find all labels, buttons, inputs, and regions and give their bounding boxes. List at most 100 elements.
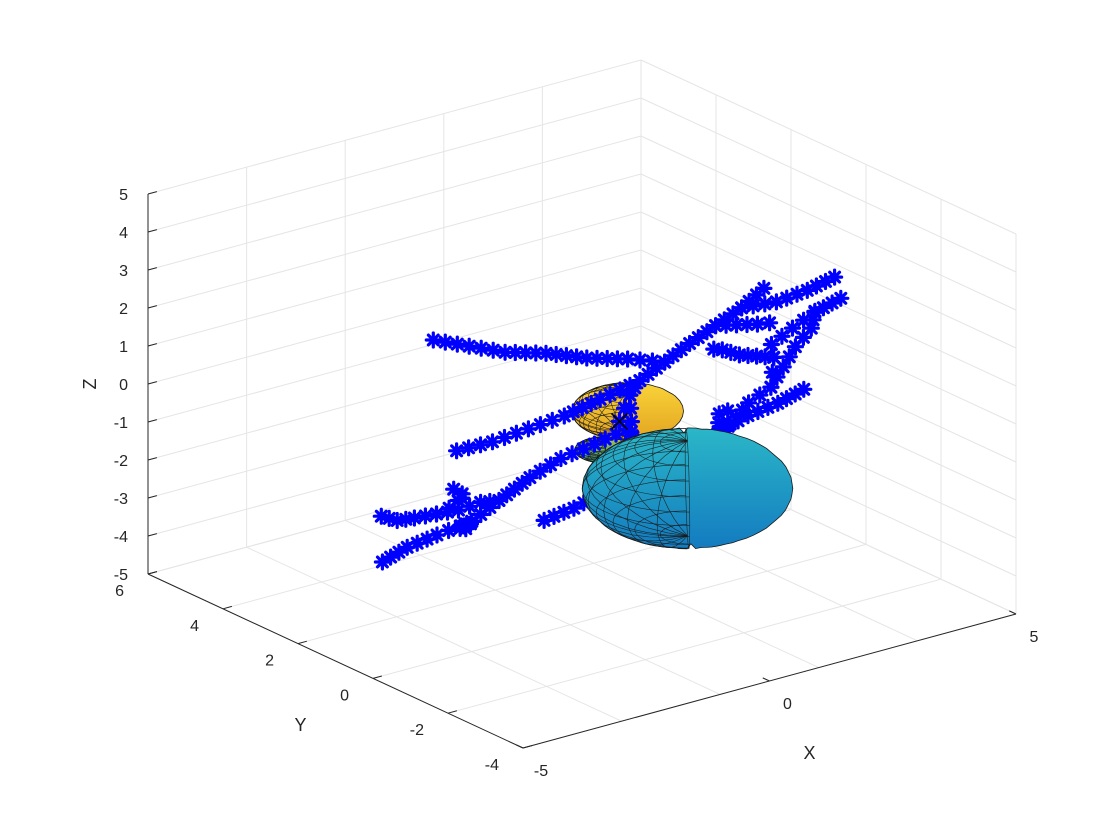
data-point: [483, 433, 502, 451]
data-point: [541, 456, 560, 474]
y-tick-label: -2: [410, 722, 424, 739]
y-tick-mark: [297, 640, 308, 645]
z-tick-mark: [147, 267, 158, 271]
data-point: [484, 341, 502, 359]
grid-line-back-z: [147, 287, 642, 423]
z-tick-label: -1: [114, 415, 128, 432]
x-axis-label: X: [803, 743, 815, 763]
data-point: [689, 329, 707, 347]
data-point: [825, 268, 844, 286]
y-tick-label: 4: [190, 618, 199, 635]
data-point: [472, 339, 490, 357]
ellipsoid-parallel: [634, 510, 689, 549]
data-point: [762, 378, 780, 396]
data-point: [631, 351, 649, 369]
data-point: [495, 428, 514, 447]
y-axis-line: [147, 573, 524, 749]
z-tick-label: 1: [119, 339, 128, 356]
z-tick-mark: [147, 571, 158, 575]
scatter-branch: [706, 314, 779, 335]
x-tick-label: 5: [1030, 629, 1039, 646]
ellipsoid-parallel: [585, 439, 690, 513]
grid-line-side-z: [640, 135, 1017, 311]
z-axis-label: Z: [80, 379, 100, 390]
data-point: [564, 403, 582, 421]
data-point: [567, 348, 586, 366]
grid-line-side-z: [640, 249, 1017, 425]
z-tick-label: -3: [114, 491, 128, 508]
y-axis-label: Y: [294, 715, 306, 735]
ellipsoid-parallel: [585, 464, 690, 537]
data-point: [519, 420, 538, 438]
data-point: [373, 553, 391, 571]
data-point: [372, 507, 390, 525]
data-point: [794, 311, 813, 329]
data-point: [445, 480, 463, 498]
x-tick-mark: [1009, 610, 1017, 615]
z-tick-label: 2: [119, 301, 128, 318]
data-point: [832, 289, 850, 307]
y-tick-label: 2: [265, 653, 274, 670]
z-tick-label: 3: [119, 263, 128, 280]
scatter-branch: [451, 512, 481, 538]
ellipsoid-parallel: [659, 524, 689, 545]
z-tick-mark: [147, 343, 158, 347]
data-point: [574, 440, 592, 458]
grid-line-floor-x: [246, 546, 622, 722]
data-point: [448, 335, 466, 353]
data-point: [563, 445, 581, 463]
data-point: [783, 319, 802, 337]
data-point: [461, 515, 480, 533]
data-point: [543, 411, 561, 429]
data-point: [598, 349, 616, 368]
data-point: [535, 511, 553, 530]
x-tick-mark: [762, 677, 770, 682]
z-tick-mark: [147, 381, 158, 385]
data-point: [621, 399, 640, 417]
data-point: [440, 499, 458, 517]
data-point: [621, 386, 639, 404]
y-tick-label: 6: [115, 583, 124, 600]
data-point: [460, 439, 478, 457]
data-point: [762, 335, 781, 354]
grid-line-back-z: [147, 249, 642, 385]
scatter-branch: [732, 268, 844, 317]
grid-line-back-z: [147, 135, 642, 271]
y-tick-label: -4: [485, 757, 499, 774]
y-tick-mark: [447, 710, 458, 714]
scatter-branch: [427, 480, 471, 523]
data-point: [756, 295, 774, 313]
grid-line-back-z: [147, 363, 642, 499]
data-point: [744, 297, 762, 315]
data-point: [760, 314, 779, 332]
grid-line-floor-y: [372, 543, 867, 679]
x-tick-label: -5: [534, 763, 548, 780]
data-point: [765, 348, 783, 366]
z-tick-mark: [147, 191, 158, 195]
data-point: [496, 343, 514, 361]
z-tick-label: 0: [119, 377, 128, 394]
data-point: [440, 521, 458, 540]
grid-line-back-z: [147, 401, 642, 537]
x-tick-mark: [516, 744, 524, 749]
y-tick-label: 0: [340, 687, 349, 704]
grid-line-side-z: [640, 325, 1017, 501]
ellipsoid-surface: [581, 427, 794, 550]
labels-layer: X Y Z: [80, 379, 816, 764]
data-point: [755, 279, 773, 297]
grid-line-side-z: [640, 173, 1017, 349]
data-point: [795, 380, 813, 398]
z-tick-mark: [147, 457, 158, 461]
y-tick-mark: [222, 605, 233, 610]
grid-line-side-z: [640, 363, 1017, 539]
data-point: [585, 435, 604, 453]
z-tick-label: 5: [119, 187, 128, 204]
data-point: [763, 363, 781, 381]
data-point: [427, 505, 446, 523]
ellipsoid-parallel: [634, 428, 689, 467]
grid-line-floor-x: [443, 493, 820, 669]
y-tick-mark: [522, 745, 533, 749]
data-point: [774, 358, 792, 376]
